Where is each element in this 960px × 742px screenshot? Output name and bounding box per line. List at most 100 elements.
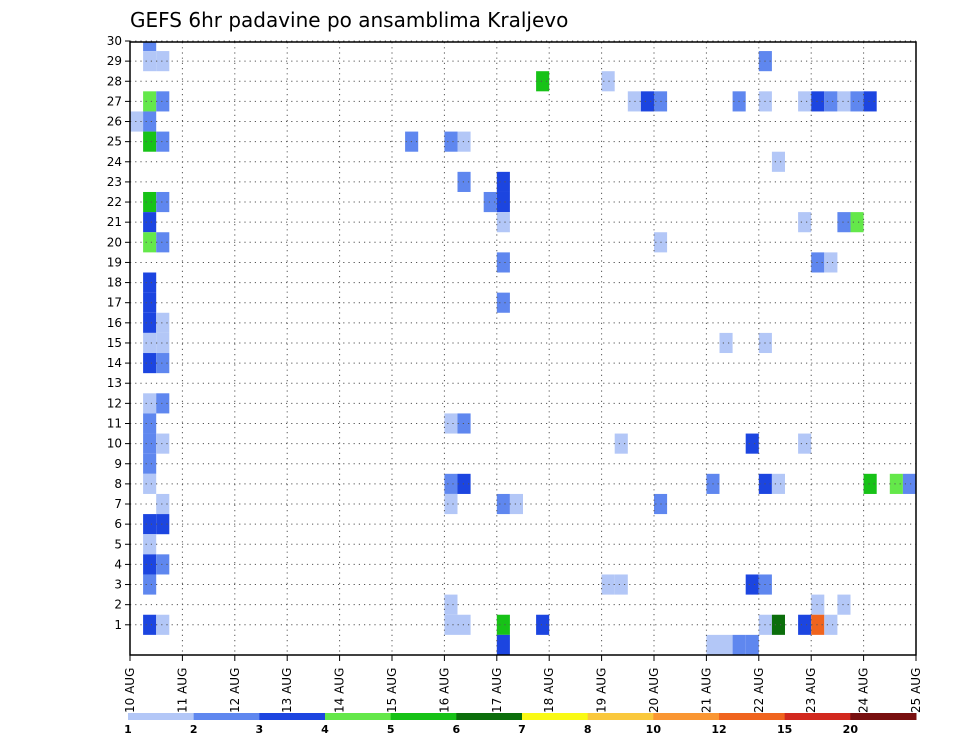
colorbar-segment — [456, 713, 523, 720]
data-cell — [496, 614, 510, 635]
y-tick-label: 14 — [107, 356, 122, 370]
data-cell — [863, 473, 877, 494]
y-tick-label: 2 — [114, 598, 122, 612]
data-cell — [509, 493, 523, 515]
data-cell — [771, 614, 785, 635]
data-cell — [143, 453, 157, 474]
data-cell — [143, 473, 157, 494]
data-cell — [536, 614, 550, 635]
data-cell — [143, 191, 157, 213]
data-cell — [156, 232, 170, 253]
data-cell — [850, 212, 864, 233]
x-tick-label: 16 AUG — [437, 668, 451, 713]
data-cell — [143, 131, 157, 152]
data-cell — [745, 433, 759, 454]
data-cell — [143, 292, 157, 313]
y-tick-label: 18 — [107, 276, 122, 290]
colorbar-segment — [390, 713, 457, 720]
data-cell — [444, 614, 458, 635]
y-tick-label: 20 — [107, 235, 122, 249]
data-cell — [143, 393, 157, 414]
data-cell — [601, 71, 615, 92]
data-cell — [143, 111, 157, 132]
data-cell — [143, 51, 157, 72]
data-cell — [156, 353, 170, 374]
data-cell — [627, 91, 641, 112]
x-tick-label: 15 AUG — [385, 668, 399, 713]
y-tick-label: 27 — [107, 94, 122, 108]
colorbar-segment — [784, 713, 851, 720]
data-cell — [156, 493, 170, 515]
data-cell — [457, 131, 471, 152]
data-cell — [143, 212, 157, 233]
data-cell — [837, 594, 851, 615]
chart-title: GEFS 6hr padavine po ansamblima Kraljevo — [130, 8, 568, 32]
colorbar-label: 20 — [843, 723, 859, 736]
y-tick-label: 13 — [107, 376, 122, 390]
data-cell — [457, 413, 471, 434]
data-cells — [130, 42, 916, 655]
data-cell — [811, 252, 825, 273]
colorbar: 1 2 3 4 5 6 7 8 10 12 15 20 — [124, 713, 917, 736]
data-cell — [732, 634, 746, 655]
y-axis: 1234567891011121314151617181920212223242… — [107, 34, 130, 632]
data-cell — [496, 252, 510, 273]
colorbar-segment — [128, 713, 195, 720]
data-cell — [745, 634, 759, 655]
data-cell — [143, 574, 157, 595]
y-tick-label: 5 — [114, 537, 122, 551]
data-cell — [130, 111, 144, 132]
x-tick-label: 18 AUG — [542, 668, 556, 713]
data-cell — [496, 292, 510, 313]
colorbar-label: 10 — [646, 723, 662, 736]
colorbar-label: 12 — [711, 723, 726, 736]
y-tick-label: 11 — [107, 416, 122, 430]
data-cell — [614, 433, 628, 454]
data-cell — [143, 91, 157, 112]
y-tick-label: 4 — [114, 557, 122, 571]
data-cell — [798, 433, 812, 454]
data-cell — [156, 554, 170, 575]
data-cell — [837, 212, 851, 233]
colorbar-label: 5 — [387, 723, 395, 736]
colorbar-label: 3 — [256, 723, 264, 736]
data-cell — [496, 171, 510, 192]
x-tick-label: 24 AUG — [857, 668, 871, 713]
data-cell — [771, 473, 785, 494]
y-tick-label: 29 — [107, 54, 122, 68]
y-tick-label: 30 — [107, 34, 122, 48]
x-tick-label: 25 AUG — [909, 668, 923, 713]
data-cell — [706, 634, 720, 655]
data-cell — [444, 413, 458, 434]
y-tick-label: 12 — [107, 396, 122, 410]
y-tick-label: 1 — [114, 618, 122, 632]
colorbar-label: 15 — [777, 723, 792, 736]
grid-lines — [130, 40, 916, 655]
data-cell — [811, 614, 825, 635]
data-cell — [156, 51, 170, 72]
x-tick-label: 11 AUG — [175, 668, 189, 713]
y-tick-label: 21 — [107, 215, 122, 229]
y-tick-label: 26 — [107, 115, 122, 129]
data-cell — [156, 614, 170, 635]
data-cell — [824, 614, 838, 635]
data-cell — [143, 534, 157, 555]
data-cell — [798, 614, 812, 635]
data-cell — [496, 191, 510, 213]
colorbar-label: 8 — [584, 723, 592, 736]
data-cell — [143, 433, 157, 454]
y-tick-label: 22 — [107, 195, 122, 209]
x-tick-label: 19 AUG — [595, 668, 609, 713]
data-cell — [457, 614, 471, 635]
y-tick-label: 17 — [107, 296, 122, 310]
data-cell — [156, 514, 170, 535]
data-cell — [143, 514, 157, 535]
colorbar-label: 4 — [321, 723, 329, 736]
colorbar-label: 2 — [190, 723, 198, 736]
data-cell — [156, 91, 170, 112]
data-cell — [824, 91, 838, 112]
x-tick-label: 20 AUG — [647, 668, 661, 713]
data-cell — [143, 554, 157, 575]
data-cell — [156, 332, 170, 354]
